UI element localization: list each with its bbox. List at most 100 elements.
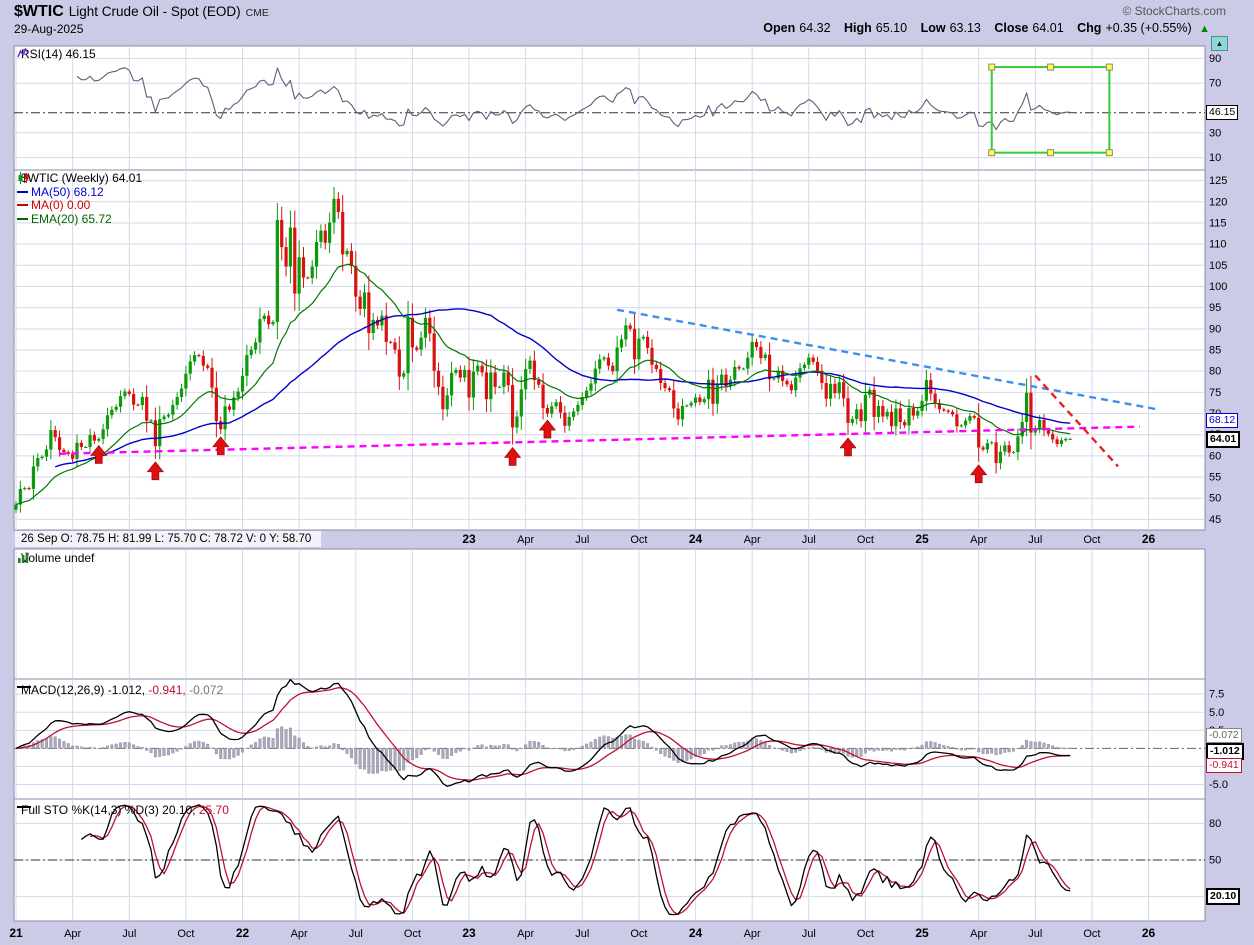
- price-panel: [13, 169, 1206, 531]
- svg-text:Jul: Jul: [802, 534, 816, 546]
- svg-text:90: 90: [1209, 323, 1221, 335]
- svg-text:Oct: Oct: [857, 534, 874, 546]
- macd-signal-box: -0.941: [1206, 758, 1242, 773]
- macd-label-main: MACD(12,26,9) -1.012,: [21, 683, 146, 697]
- ma0-legend: MA(0) 0.00: [31, 198, 91, 212]
- svg-text:Jul: Jul: [349, 928, 363, 940]
- up-arrow-annotation: [90, 444, 108, 464]
- svg-text:21: 21: [9, 926, 23, 940]
- svg-text:Apr: Apr: [291, 928, 308, 940]
- sto-panel: [13, 798, 1206, 922]
- up-arrow-annotation: [212, 436, 230, 456]
- annotation-handle: [1047, 63, 1055, 71]
- right-axis-labels: 9070301012512011511010510095908580757065…: [1209, 53, 1228, 903]
- svg-text:30: 30: [1209, 127, 1221, 139]
- stockcharts-credit: © StockCharts.com: [1122, 4, 1226, 18]
- svg-text:Jul: Jul: [802, 928, 816, 940]
- svg-text:75: 75: [1209, 387, 1221, 399]
- svg-text:Oct: Oct: [177, 928, 194, 940]
- svg-text:85: 85: [1209, 345, 1221, 357]
- price-legend: $WTIC (Weekly) 64.01 MA(50) 68.12 MA(0) …: [17, 171, 143, 226]
- svg-text:Oct: Oct: [1083, 928, 1100, 940]
- annotation-handle: [1047, 149, 1055, 157]
- svg-text:Apr: Apr: [517, 534, 534, 546]
- svg-text:Apr: Apr: [744, 534, 761, 546]
- svg-text:25: 25: [915, 926, 929, 940]
- svg-text:105: 105: [1209, 260, 1227, 272]
- scroll-up-button[interactable]: ▲: [1211, 36, 1228, 51]
- low-value: 63.13: [949, 21, 981, 35]
- svg-text:80: 80: [1209, 818, 1221, 830]
- svg-text:Apr: Apr: [970, 534, 987, 546]
- svg-text:Oct: Oct: [630, 928, 647, 940]
- svg-text:24: 24: [689, 532, 703, 546]
- svg-text:50: 50: [1209, 855, 1221, 867]
- annotation-rectangle[interactable]: [988, 63, 1113, 157]
- svg-text:10: 10: [1209, 152, 1221, 164]
- macd-label-signal: -0.941,: [148, 683, 186, 697]
- svg-text:45: 45: [1209, 514, 1221, 526]
- symbol: $WTIC: [14, 3, 64, 20]
- high-value: 65.10: [875, 21, 908, 35]
- svg-text:115: 115: [1209, 217, 1227, 229]
- macd-series: [14, 679, 1205, 787]
- svg-text:7.5: 7.5: [1209, 689, 1224, 701]
- sto-legend: Full STO %K(14,3) %D(3) 20.10, 25.70: [17, 803, 229, 818]
- bottom-x-axis-labels: 21 Apr Jul Oct 22 Apr Jul Oct 23 Apr Jul Oct 24 Apr Ju…: [9, 926, 1155, 940]
- svg-text:Jul: Jul: [575, 534, 589, 546]
- candlesticks: [14, 187, 1072, 514]
- up-arrow-annotation: [538, 419, 557, 439]
- macd-hist-box: -0.072: [1206, 728, 1242, 743]
- svg-text:Jul: Jul: [1028, 928, 1042, 940]
- svg-text:24: 24: [689, 926, 703, 940]
- svg-text:110: 110: [1209, 239, 1227, 251]
- price-legend-title: $WTIC (Weekly) 64.01: [21, 171, 143, 185]
- annotation-handle: [1105, 63, 1113, 71]
- annotation-handle: [988, 149, 996, 157]
- svg-text:Apr: Apr: [744, 928, 761, 940]
- svg-text:80: 80: [1209, 366, 1221, 378]
- svg-text:26: 26: [1142, 926, 1156, 940]
- volume-panel: [13, 548, 1206, 680]
- buy-signal-arrows: [90, 419, 988, 484]
- ema20-line-icon: [17, 217, 28, 220]
- up-arrow-annotation: [970, 464, 988, 484]
- support-magenta-trendline: [59, 425, 1140, 455]
- volume-legend: Volume undef: [17, 551, 94, 566]
- svg-text:60: 60: [1209, 450, 1221, 462]
- svg-text:25: 25: [915, 532, 929, 546]
- svg-text:22: 22: [236, 926, 250, 940]
- svg-text:Oct: Oct: [857, 928, 874, 940]
- svg-text:125: 125: [1209, 175, 1227, 187]
- svg-text:Jul: Jul: [1028, 534, 1042, 546]
- svg-text:70: 70: [1209, 78, 1221, 90]
- sto-label-d: 25.70: [198, 803, 229, 817]
- svg-text:Apr: Apr: [64, 928, 81, 940]
- sto-series: [14, 804, 1205, 916]
- quote-line: Open 64.32 High 65.10 Low 63.13 Close 64.01 …: [763, 21, 1210, 35]
- rsi-label: RSI(14) 46.15: [21, 47, 96, 61]
- svg-text:26: 26: [1142, 532, 1156, 546]
- up-arrow-annotation: [839, 437, 857, 457]
- open-value: 64.32: [799, 21, 831, 35]
- instrument-name: Light Crude Oil - Spot (EOD): [68, 4, 241, 19]
- ma50-line-icon: [17, 190, 28, 193]
- crosshair-info: 26 Sep O: 78.75 H: 81.99 L: 75.70 C: 78.…: [15, 531, 322, 547]
- ma50-legend: MA(50) 68.12: [31, 184, 104, 199]
- rsi-legend: RSI(14) 46.15: [17, 47, 96, 62]
- annotation-handle: [988, 63, 996, 71]
- macd-panel: [13, 678, 1206, 800]
- annotation-handle: [1105, 149, 1113, 157]
- svg-text:23: 23: [462, 926, 476, 940]
- macd-legend: MACD(12,26,9) -1.012, -0.941, -0.072: [17, 683, 223, 698]
- svg-text:Jul: Jul: [122, 928, 136, 940]
- rsi-series: [14, 67, 1205, 131]
- close-value: 64.01: [1032, 21, 1064, 35]
- svg-text:100: 100: [1209, 281, 1227, 293]
- sto-label-main: Full STO %K(14,3) %D(3) 20.10,: [21, 803, 196, 817]
- svg-text:Oct: Oct: [1083, 534, 1100, 546]
- svg-text:-5.0: -5.0: [1209, 779, 1228, 791]
- sto-value-box: 20.10: [1206, 888, 1241, 905]
